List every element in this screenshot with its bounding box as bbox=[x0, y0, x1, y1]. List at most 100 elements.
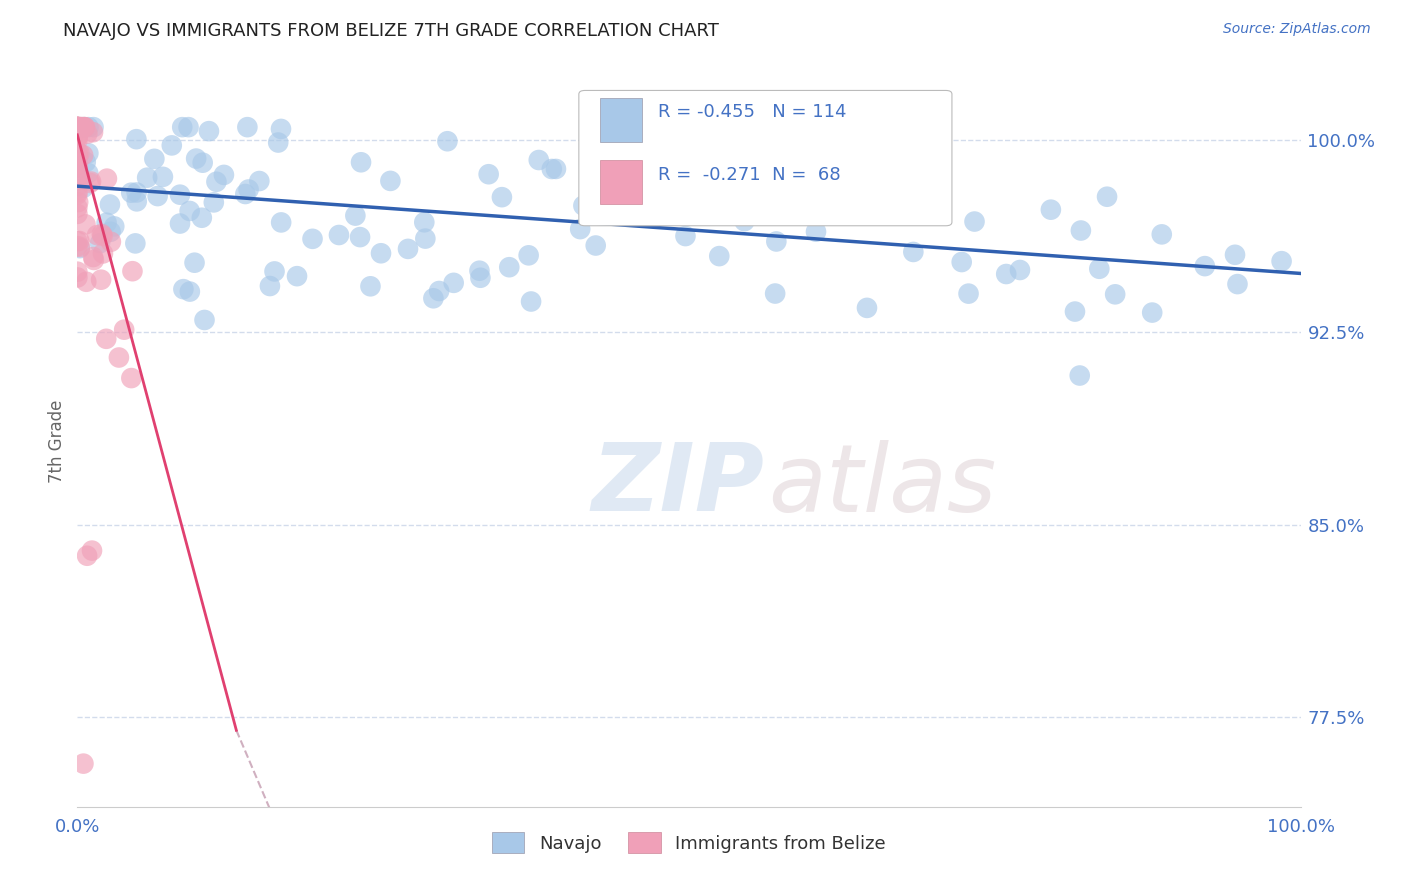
Text: NAVAJO VS IMMIGRANTS FROM BELIZE 7TH GRADE CORRELATION CHART: NAVAJO VS IMMIGRANTS FROM BELIZE 7TH GRA… bbox=[63, 22, 718, 40]
Point bbox=[143, 152, 166, 166]
Point bbox=[1271, 254, 1294, 268]
Point bbox=[263, 264, 285, 278]
Point bbox=[205, 175, 228, 189]
Point bbox=[328, 227, 350, 242]
Point bbox=[72, 120, 94, 135]
Point bbox=[177, 120, 200, 135]
Point bbox=[72, 120, 94, 135]
Point bbox=[1088, 261, 1111, 276]
Text: R = -0.455   N = 114: R = -0.455 N = 114 bbox=[658, 103, 846, 121]
Point bbox=[1069, 368, 1091, 383]
Point bbox=[108, 351, 131, 365]
Point bbox=[169, 187, 191, 202]
Point bbox=[415, 231, 437, 245]
Point bbox=[66, 159, 89, 173]
Point bbox=[517, 248, 540, 262]
Point bbox=[67, 120, 90, 135]
Point bbox=[67, 149, 90, 163]
Point bbox=[67, 120, 90, 135]
Point bbox=[285, 269, 308, 284]
Point bbox=[1070, 223, 1092, 237]
Point bbox=[765, 235, 787, 249]
Point bbox=[67, 120, 90, 135]
Point bbox=[66, 122, 89, 136]
Point bbox=[628, 170, 651, 185]
Point bbox=[77, 120, 100, 135]
Point bbox=[640, 200, 662, 214]
Point bbox=[66, 121, 89, 136]
Point bbox=[301, 232, 323, 246]
Point bbox=[66, 179, 89, 194]
Point bbox=[82, 125, 104, 139]
Point bbox=[202, 195, 225, 210]
Point bbox=[125, 132, 148, 146]
Point bbox=[146, 189, 169, 203]
Point bbox=[491, 190, 513, 204]
Point bbox=[572, 198, 595, 212]
Point bbox=[247, 174, 270, 188]
Point bbox=[520, 294, 543, 309]
Point bbox=[66, 120, 89, 135]
Point bbox=[359, 279, 381, 293]
Point bbox=[66, 167, 89, 181]
Point bbox=[66, 120, 89, 135]
Point bbox=[79, 176, 101, 190]
Point bbox=[67, 234, 90, 248]
Point bbox=[73, 120, 96, 135]
Point bbox=[69, 146, 91, 161]
Point bbox=[90, 273, 112, 287]
Point bbox=[66, 149, 89, 163]
Point bbox=[66, 169, 89, 183]
Point bbox=[73, 120, 96, 135]
Point bbox=[96, 332, 118, 346]
Point bbox=[267, 136, 290, 150]
Point bbox=[66, 234, 89, 248]
Point bbox=[77, 146, 100, 161]
Point bbox=[75, 155, 97, 169]
Point bbox=[120, 371, 142, 385]
Point bbox=[179, 203, 201, 218]
Point bbox=[66, 120, 89, 135]
FancyBboxPatch shape bbox=[579, 90, 952, 226]
Point bbox=[66, 120, 89, 135]
Point bbox=[66, 145, 89, 159]
Point bbox=[754, 194, 776, 208]
Point bbox=[90, 227, 112, 241]
Point bbox=[76, 127, 98, 141]
Point bbox=[66, 129, 89, 144]
Point bbox=[1008, 263, 1031, 277]
Point bbox=[1140, 305, 1163, 319]
Point bbox=[236, 120, 259, 135]
Point bbox=[468, 263, 491, 277]
Point bbox=[91, 228, 114, 243]
Point bbox=[76, 549, 98, 563]
Point bbox=[66, 120, 89, 135]
Point bbox=[66, 120, 89, 135]
Point bbox=[238, 182, 260, 196]
Point bbox=[856, 301, 879, 315]
Point bbox=[66, 173, 89, 187]
Point bbox=[152, 169, 174, 184]
FancyBboxPatch shape bbox=[599, 160, 643, 204]
Point bbox=[66, 133, 89, 147]
Point bbox=[436, 134, 458, 148]
Point bbox=[98, 197, 121, 211]
Point bbox=[1064, 304, 1087, 318]
Point bbox=[75, 275, 97, 289]
Point bbox=[841, 203, 863, 218]
Point bbox=[69, 241, 91, 255]
Point bbox=[66, 120, 89, 135]
Point bbox=[675, 229, 697, 244]
Point bbox=[193, 313, 215, 327]
Point bbox=[569, 222, 592, 236]
Point bbox=[72, 148, 94, 162]
Point bbox=[89, 236, 111, 251]
Point bbox=[66, 120, 89, 135]
Point bbox=[80, 543, 103, 558]
Point bbox=[66, 123, 89, 137]
Point bbox=[67, 120, 90, 135]
Point bbox=[1150, 227, 1173, 242]
Point bbox=[963, 214, 986, 228]
Point bbox=[136, 170, 159, 185]
Point bbox=[169, 217, 191, 231]
